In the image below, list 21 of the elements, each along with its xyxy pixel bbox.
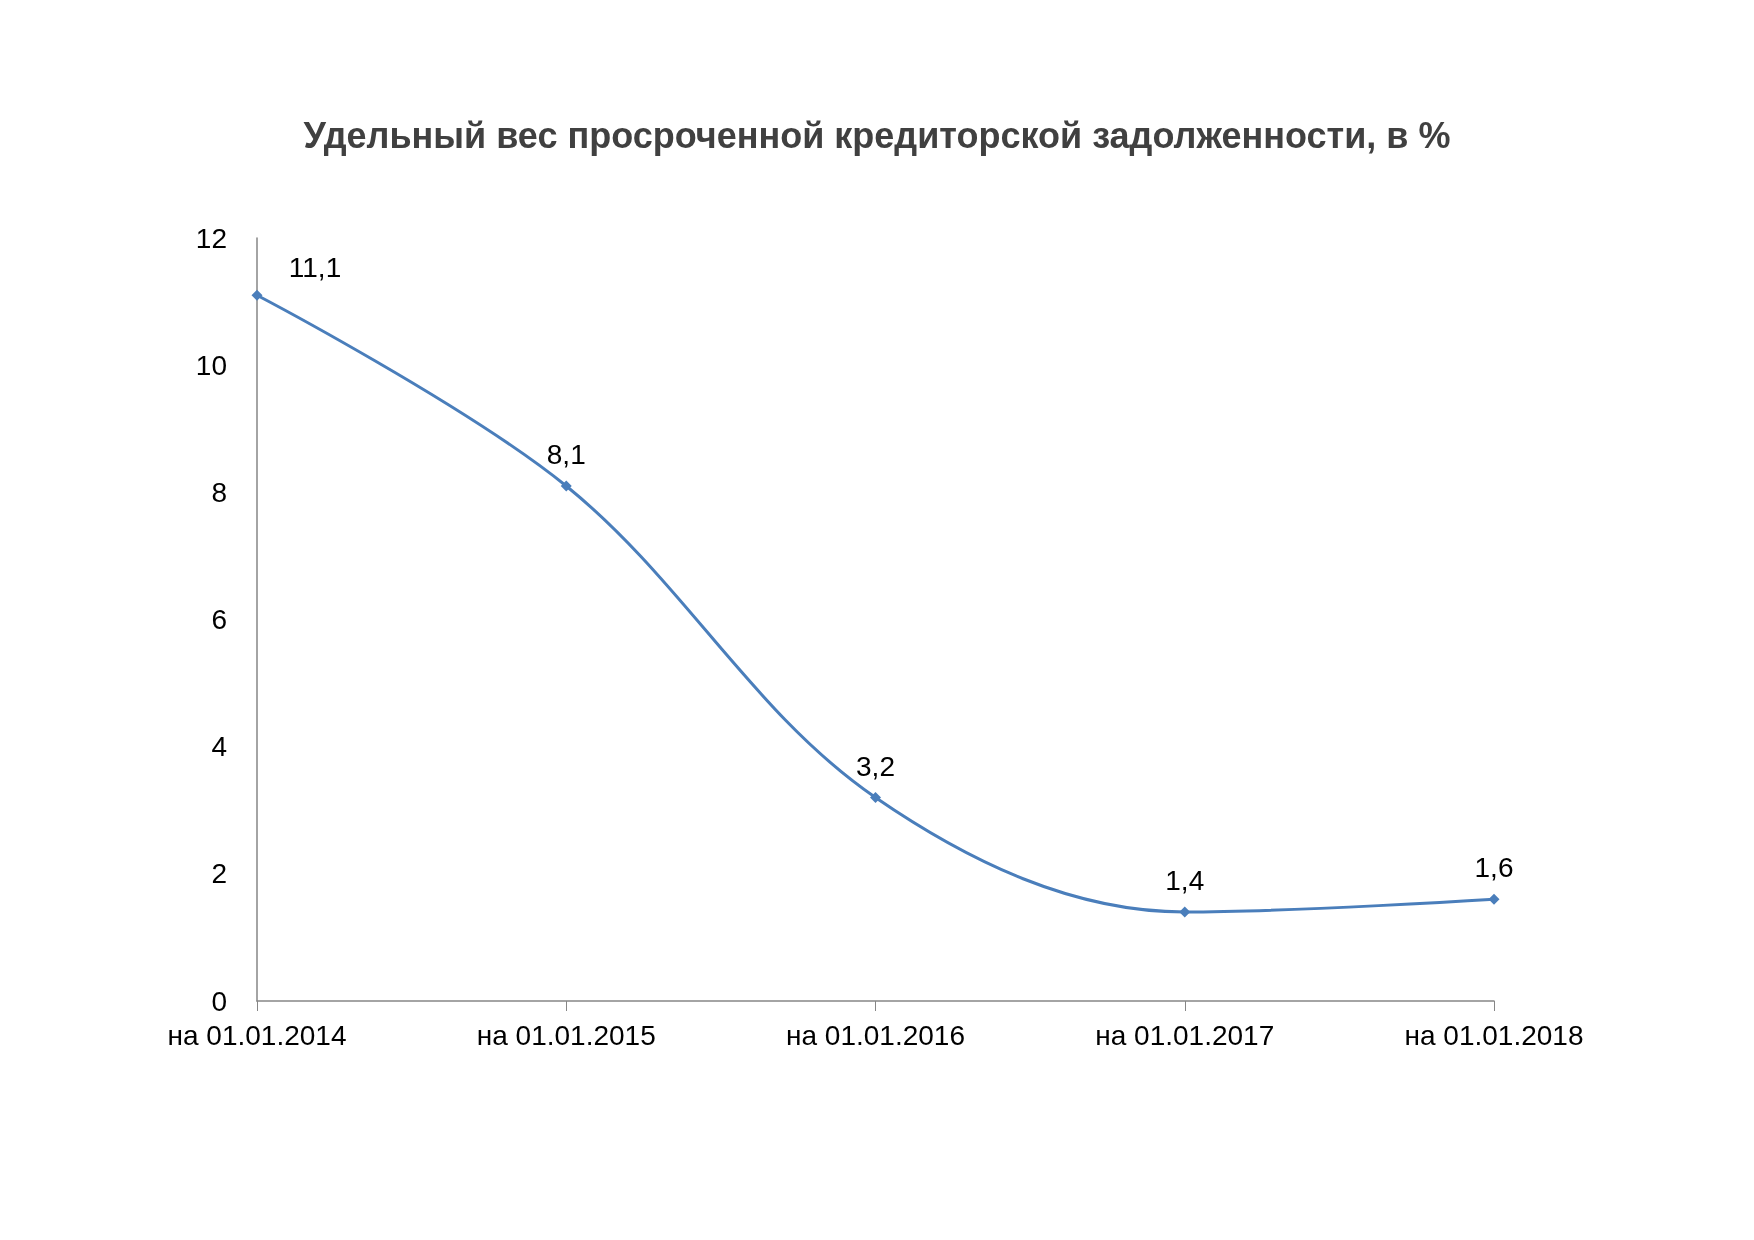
y-tick-label: 4 bbox=[211, 731, 227, 763]
x-tick-label: на 01.01.2015 bbox=[476, 1019, 656, 1051]
data-label: 3,2 bbox=[856, 750, 895, 782]
x-tick-label: на 01.01.2017 bbox=[1095, 1019, 1275, 1051]
chart-title: Удельный вес просроченной кредиторской задолженности, в % bbox=[303, 114, 1451, 156]
x-tick-label: на 01.01.2014 bbox=[167, 1019, 347, 1051]
data-label: 11,1 bbox=[288, 252, 342, 284]
y-tick-label: 6 bbox=[211, 604, 227, 635]
x-tick-label: на 01.01.2018 bbox=[1404, 1019, 1584, 1051]
data-label: 8,1 bbox=[546, 438, 586, 470]
point bbox=[251, 289, 263, 301]
point bbox=[870, 792, 881, 804]
y-tick-label: 12 bbox=[195, 222, 227, 254]
x-tick-label: на 01.01.2016 bbox=[786, 1019, 965, 1051]
y-tick-label: 0 bbox=[211, 985, 227, 1017]
y-tick-label: 8 bbox=[211, 476, 227, 508]
data-label: 1,4 bbox=[1165, 864, 1205, 896]
point bbox=[560, 480, 572, 492]
data-label: 1,6 bbox=[1474, 852, 1514, 884]
y-tick-label: 10 bbox=[195, 349, 227, 381]
y-tick-label: 2 bbox=[211, 858, 227, 890]
